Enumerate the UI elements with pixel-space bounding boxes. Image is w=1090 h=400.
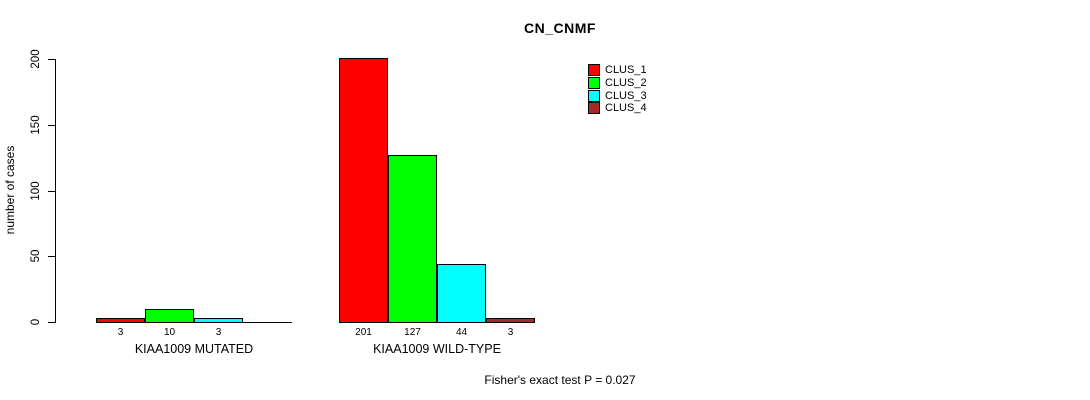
category-label: KIAA1009 MUTATED — [134, 342, 254, 356]
bar-clus_1 — [339, 58, 388, 323]
bar-clus_3 — [437, 264, 486, 323]
bar-value-label: 3 — [117, 327, 124, 338]
legend-item: CLUS_1 — [588, 64, 668, 76]
bar-clus_3 — [194, 318, 243, 323]
y-tick-label: 50 — [30, 249, 42, 263]
bar-clus_2 — [388, 155, 437, 323]
y-tick-label: 0 — [30, 318, 42, 326]
y-tick — [48, 322, 55, 323]
y-tick — [48, 256, 55, 257]
legend-item: CLUS_3 — [588, 90, 668, 102]
legend-swatch — [588, 64, 600, 76]
bar-clus_4 — [486, 318, 535, 323]
y-axis-line — [55, 59, 56, 323]
y-tick — [48, 59, 55, 60]
annotation-text: Fisher's exact test P = 0.027 — [484, 373, 636, 387]
legend-label: CLUS_3 — [605, 90, 647, 102]
legend-swatch — [588, 90, 600, 102]
y-tick — [48, 125, 55, 126]
bar-value-label: 3 — [215, 327, 222, 338]
bar-value-label: 127 — [404, 327, 421, 338]
bar-value-label: 201 — [355, 327, 372, 338]
bar-value-label: 10 — [163, 327, 176, 338]
category-label: KIAA1009 WILD-TYPE — [373, 342, 501, 356]
y-tick-label: 150 — [30, 115, 42, 135]
legend-swatch — [588, 77, 600, 89]
chart-title: CN_CNMF — [524, 20, 596, 36]
bar-value-label: 44 — [455, 327, 468, 338]
bar-value-label: 3 — [507, 327, 514, 338]
legend-item: CLUS_2 — [588, 77, 668, 89]
legend-swatch — [588, 102, 600, 114]
legend-label: CLUS_2 — [605, 77, 647, 89]
bar-clus_2 — [145, 309, 194, 323]
y-tick-label: 200 — [30, 49, 42, 69]
legend-label: CLUS_4 — [605, 102, 647, 114]
legend-item: CLUS_4 — [588, 102, 668, 114]
y-tick — [48, 191, 55, 192]
y-tick-label: 100 — [30, 181, 42, 201]
y-axis-label: number of cases — [3, 145, 17, 235]
bar-clus_1 — [96, 318, 145, 323]
legend-label: CLUS_1 — [605, 64, 647, 76]
